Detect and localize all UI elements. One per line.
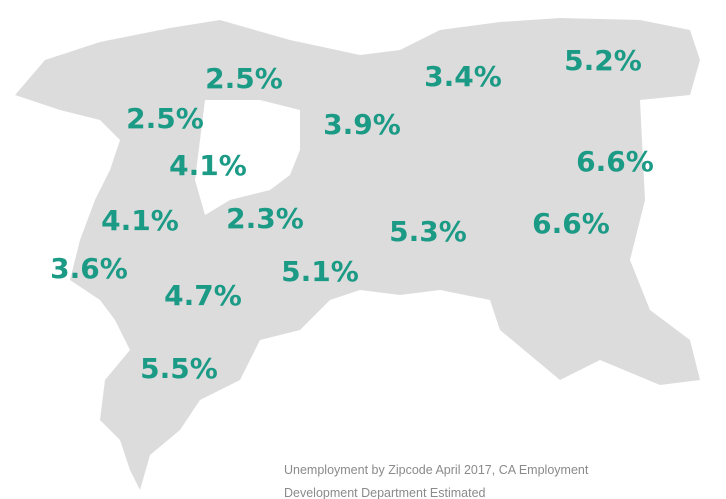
zip-label: 4.1% bbox=[101, 204, 179, 237]
zip-label: 3.9% bbox=[323, 108, 401, 141]
caption-line: Development Department Estimated bbox=[284, 486, 486, 499]
zip-label: 2.5% bbox=[205, 62, 283, 95]
zip-label: 2.3% bbox=[226, 202, 304, 235]
zip-label: 5.3% bbox=[389, 215, 467, 248]
zip-label: 2.5% bbox=[126, 102, 204, 135]
zip-label: 3.6% bbox=[50, 252, 128, 285]
zip-label: 5.1% bbox=[281, 255, 359, 288]
zip-label: 4.1% bbox=[169, 149, 247, 182]
region-shape bbox=[15, 18, 700, 490]
label-layer: 2.5% 3.4% 5.2% 2.5% 3.9% 4.1% 6.6% 4.1% 2.3% 5.3%… bbox=[50, 44, 654, 385]
zip-label: 6.6% bbox=[576, 145, 654, 178]
zip-label: 6.6% bbox=[532, 207, 610, 240]
zip-label: 3.4% bbox=[424, 60, 502, 93]
caption-line: Unemployment by Zipcode April 2017, CA E… bbox=[284, 463, 589, 477]
zip-label: 4.7% bbox=[164, 279, 242, 312]
zip-label: 5.2% bbox=[564, 44, 642, 77]
zip-label: 5.5% bbox=[140, 352, 218, 385]
